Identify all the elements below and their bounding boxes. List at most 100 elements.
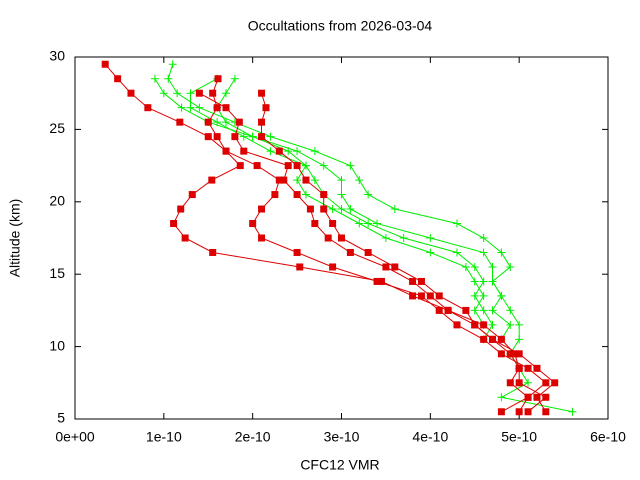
point	[533, 393, 541, 401]
point	[150, 74, 159, 83]
point	[310, 147, 319, 156]
point	[497, 335, 505, 343]
point	[515, 364, 523, 372]
point	[515, 408, 523, 416]
point	[533, 364, 541, 372]
point	[310, 176, 319, 185]
point	[511, 350, 519, 358]
point	[337, 205, 346, 214]
point	[479, 291, 488, 300]
point	[444, 306, 452, 314]
point	[271, 191, 279, 199]
point	[346, 248, 354, 256]
point	[497, 393, 506, 402]
point	[338, 234, 345, 242]
point	[222, 118, 231, 127]
point	[319, 161, 328, 170]
point	[435, 306, 443, 314]
series-line	[207, 78, 547, 413]
point	[284, 162, 292, 170]
series-line	[104, 63, 529, 413]
point	[258, 89, 266, 97]
point	[275, 176, 283, 184]
point	[293, 162, 301, 170]
point	[417, 277, 425, 285]
point	[391, 263, 399, 271]
point	[542, 393, 550, 401]
point	[302, 176, 310, 184]
point	[542, 379, 550, 387]
point	[524, 393, 532, 401]
y-tick-label: 10	[49, 337, 65, 353]
series-line	[261, 93, 556, 413]
point	[329, 220, 337, 228]
point	[452, 219, 461, 228]
point	[186, 89, 195, 98]
point	[337, 176, 346, 185]
point	[144, 104, 152, 112]
point	[168, 60, 177, 69]
point	[213, 104, 221, 112]
x-tick-label: 0e+00	[55, 429, 95, 445]
point	[409, 277, 417, 285]
point	[195, 103, 204, 112]
point	[382, 263, 390, 271]
plot-frame	[74, 56, 609, 420]
point	[373, 277, 381, 285]
point	[506, 320, 515, 329]
point	[497, 408, 505, 416]
point	[275, 147, 283, 155]
point	[470, 262, 479, 271]
point	[170, 220, 178, 228]
point	[258, 133, 266, 141]
point	[364, 219, 373, 228]
point	[488, 262, 497, 271]
point	[320, 191, 328, 199]
point	[506, 262, 515, 271]
point	[164, 74, 173, 83]
point	[497, 291, 506, 300]
series-line	[167, 64, 511, 340]
point	[127, 89, 135, 97]
point	[470, 277, 479, 286]
point	[355, 219, 364, 228]
y-tick-label: 20	[49, 193, 65, 209]
point	[506, 306, 515, 315]
series-line	[216, 78, 485, 326]
point	[515, 320, 524, 329]
point	[186, 103, 195, 112]
chart-title: Occultations from 2026-03-04	[248, 18, 433, 34]
point	[181, 234, 189, 242]
point	[324, 234, 332, 242]
point	[461, 262, 470, 271]
point	[204, 133, 212, 141]
point	[551, 379, 559, 387]
point	[480, 335, 488, 343]
point	[280, 176, 288, 184]
point	[506, 350, 514, 358]
point	[426, 292, 434, 300]
point	[214, 75, 222, 83]
point	[364, 190, 373, 199]
point	[173, 89, 182, 98]
point	[479, 277, 488, 286]
point	[489, 335, 497, 343]
point	[114, 75, 122, 83]
point	[284, 147, 293, 156]
point	[328, 205, 337, 214]
point	[337, 190, 346, 199]
point	[258, 205, 266, 213]
point	[480, 321, 488, 329]
point	[377, 277, 385, 285]
point	[453, 321, 461, 329]
point	[266, 132, 275, 141]
point	[452, 248, 461, 257]
point	[296, 263, 304, 271]
point	[195, 89, 203, 97]
point	[248, 132, 257, 141]
x-tick-label: 2e-10	[235, 429, 271, 445]
point	[355, 176, 364, 185]
point	[462, 306, 470, 314]
